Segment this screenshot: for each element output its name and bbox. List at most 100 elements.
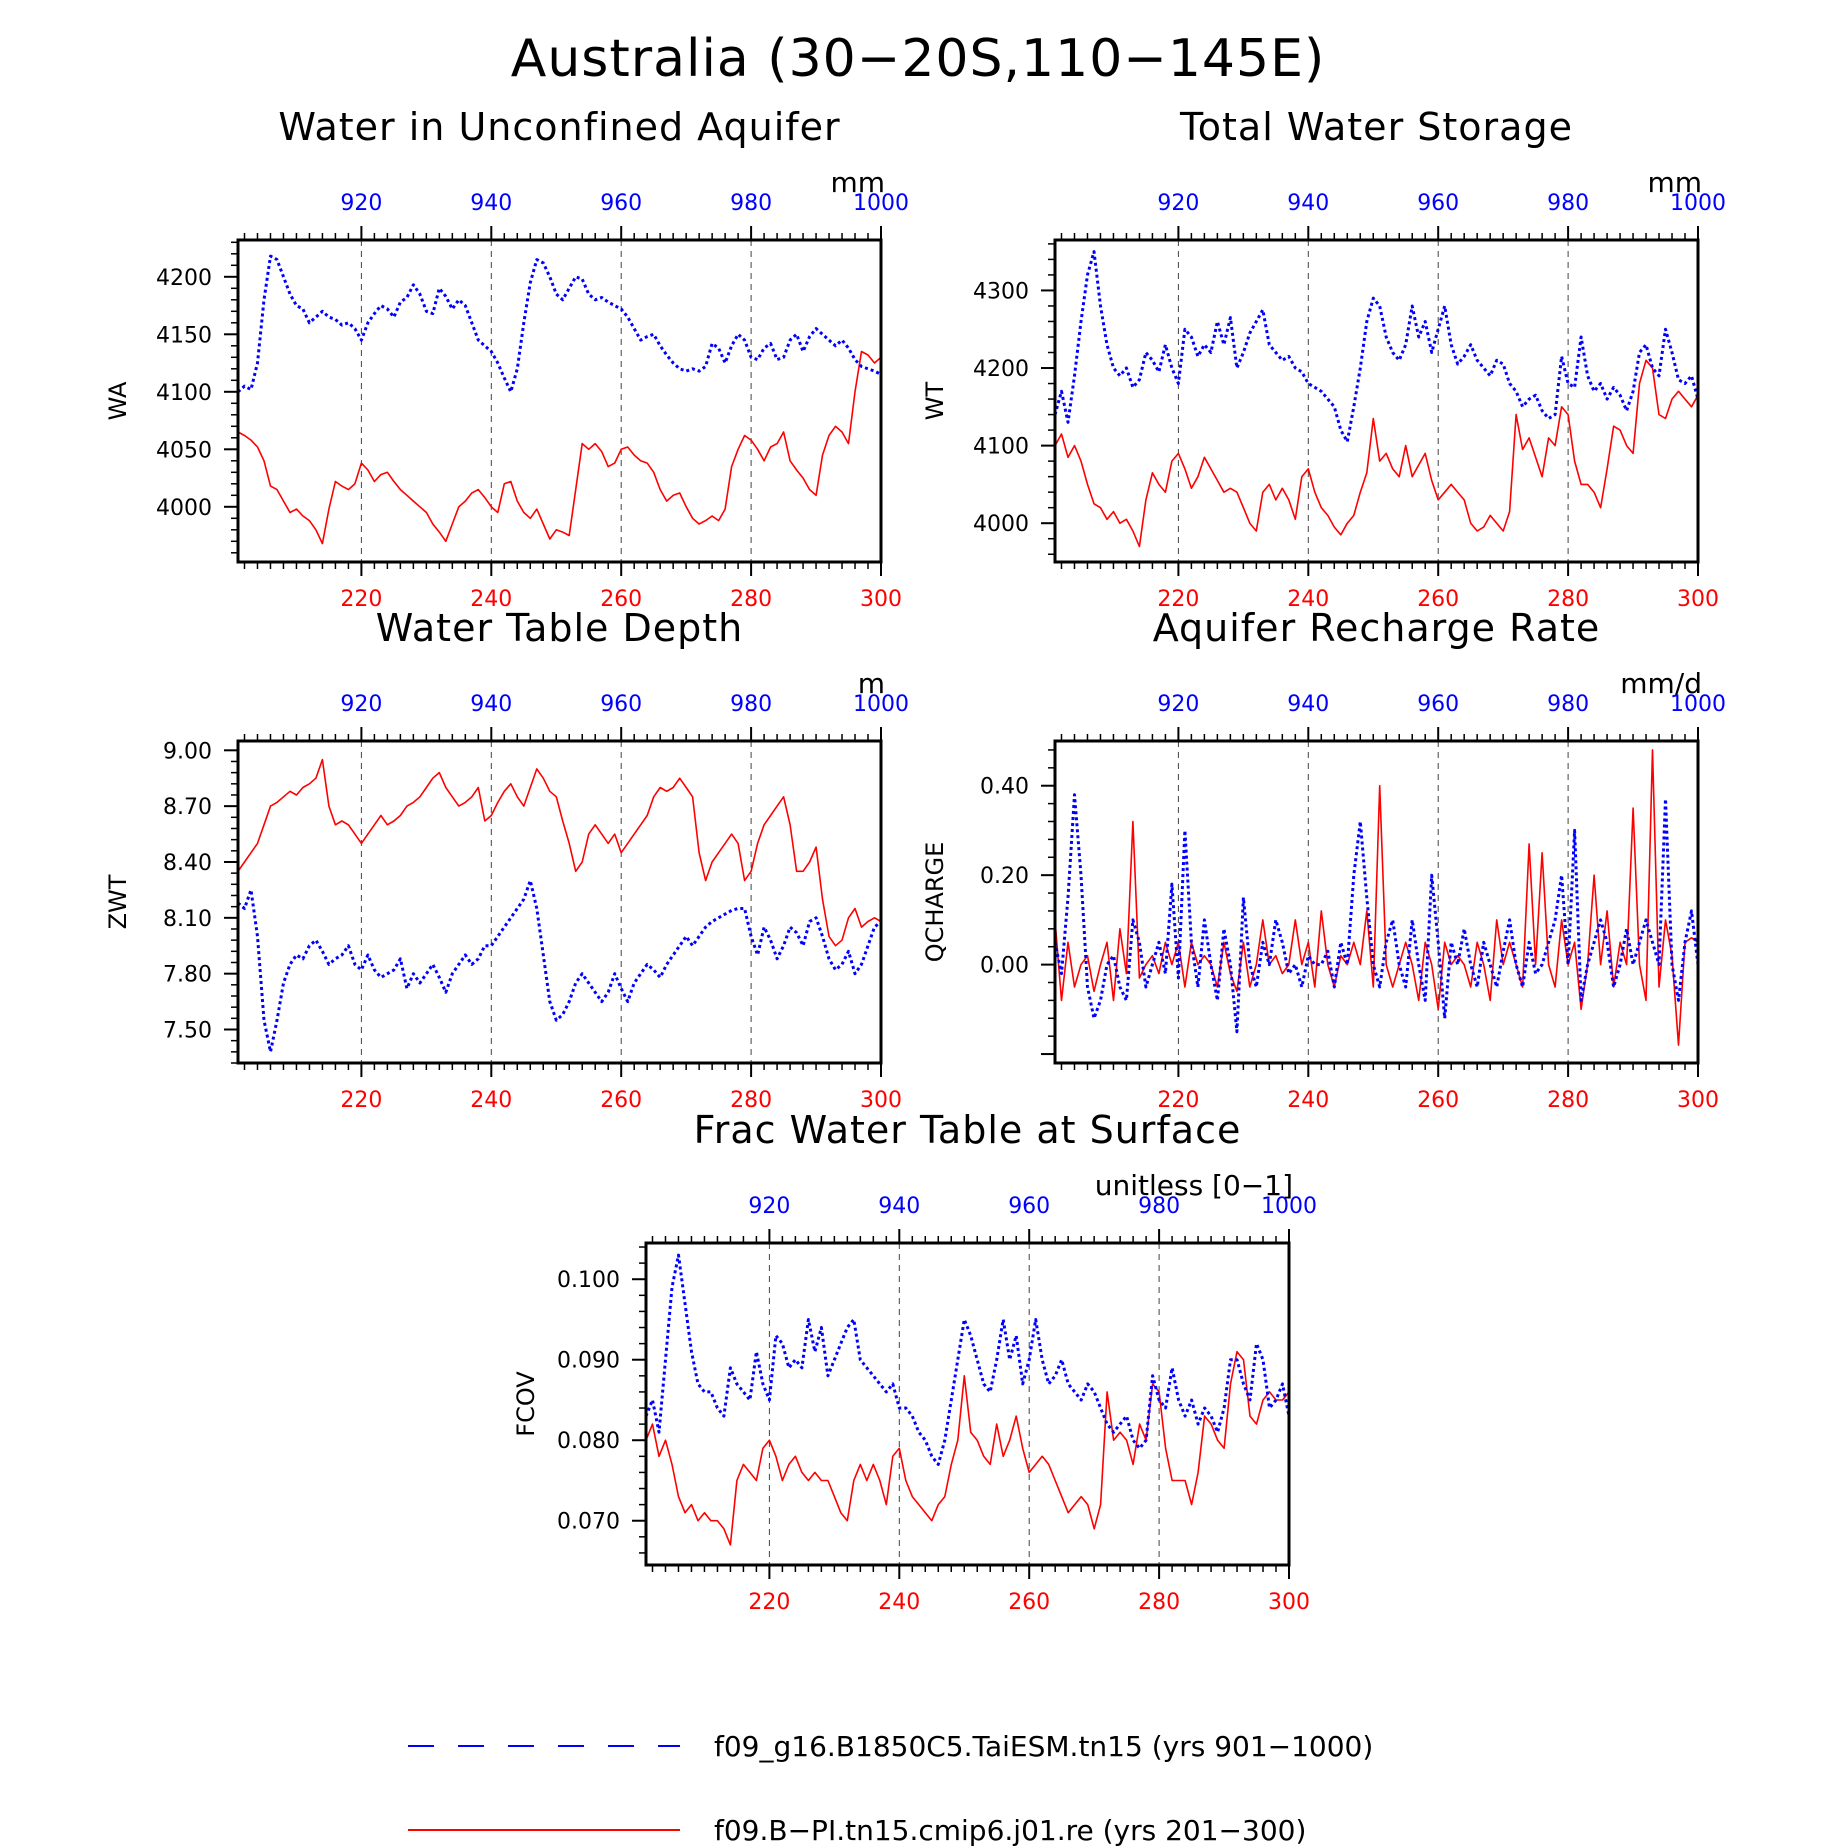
series-line-cmip6	[237, 350, 882, 545]
x-top-tick-label: 980	[730, 191, 772, 216]
x-top-tick-label: 1000	[853, 692, 909, 717]
series-line-taiesm	[237, 879, 882, 1054]
panel-3: Aquifer Recharge Rate mm/d QCHARGE 220 240 26…	[921, 606, 1726, 1113]
x-bottom-tick-label: 240	[1287, 1088, 1329, 1113]
y-tick-label: 4200	[973, 357, 1029, 382]
y-tick-label: 8.70	[163, 795, 212, 820]
x-top-tick-label: 980	[1547, 692, 1589, 717]
x-bottom-tick-label: 220	[748, 1590, 790, 1615]
panel-title: Aquifer Recharge Rate	[1153, 606, 1601, 650]
y-tick-label: 0.00	[980, 954, 1029, 979]
x-bottom-tick-label: 260	[1417, 587, 1459, 612]
x-bottom-tick-label: 280	[1547, 1088, 1589, 1113]
x-bottom-tick-label: 260	[600, 1088, 642, 1113]
y-axis-label: FCOV	[512, 1371, 540, 1437]
series-line-cmip6	[1054, 749, 1699, 1046]
y-tick-label: 4100	[156, 381, 212, 406]
x-bottom-tick-label: 300	[860, 1088, 902, 1113]
y-tick-label: 0.080	[557, 1429, 620, 1454]
x-bottom-tick-label: 280	[730, 587, 772, 612]
legend: f09_g16.B1850C5.TaiESM.tn15 (yrs 901−100…	[408, 1730, 1373, 1847]
x-top-tick-label: 980	[1138, 1194, 1180, 1219]
panel-2: Water Table Depth m ZWT 220 240 260 280 300 920 9…	[104, 606, 909, 1113]
x-bottom-tick-label: 220	[1157, 587, 1199, 612]
units-label: mm	[1647, 166, 1702, 199]
x-top-tick-label: 1000	[1670, 692, 1726, 717]
x-top-tick-label: 940	[1287, 191, 1329, 216]
x-bottom-tick-label: 240	[878, 1590, 920, 1615]
x-top-tick-label: 1000	[853, 191, 909, 216]
series-line-taiesm	[237, 254, 882, 394]
x-bottom-tick-label: 220	[340, 1088, 382, 1113]
y-axis-label: WT	[921, 381, 949, 420]
x-top-tick-label: 920	[1157, 191, 1199, 216]
x-top-tick-label: 960	[1417, 692, 1459, 717]
x-bottom-tick-label: 260	[1417, 1088, 1459, 1113]
legend-label-1: f09.B−PI.tn15.cmip6.j01.re (yrs 201−300)	[714, 1814, 1306, 1847]
panel-title: Water Table Depth	[376, 606, 744, 650]
y-axis-label: ZWT	[104, 874, 132, 929]
panel-title: Frac Water Table at Surface	[694, 1108, 1242, 1152]
panel-1: Total Water Storage mm WT 220 240 260 280 300 92…	[921, 105, 1726, 612]
x-top-tick-label: 920	[1157, 692, 1199, 717]
units-label: mm/d	[1620, 667, 1702, 700]
figure-title: Australia (30−20S,110−145E)	[511, 29, 1326, 89]
y-tick-label: 4000	[973, 512, 1029, 537]
x-top-tick-label: 1000	[1261, 1194, 1317, 1219]
y-axis-label: WA	[104, 381, 132, 420]
x-top-tick-label: 960	[1008, 1194, 1050, 1219]
y-tick-label: 8.40	[163, 851, 212, 876]
y-tick-label: 0.100	[557, 1268, 620, 1293]
series-line-taiesm	[644, 1253, 1291, 1466]
x-top-tick-label: 920	[340, 191, 382, 216]
y-axis-label: QCHARGE	[921, 842, 949, 963]
y-tick-label: 4000	[156, 496, 212, 521]
x-bottom-tick-label: 300	[860, 587, 902, 612]
plot-frame	[1053, 739, 1700, 1065]
y-tick-label: 4200	[156, 266, 212, 291]
y-tick-label: 0.40	[980, 775, 1029, 800]
x-top-tick-label: 980	[1547, 191, 1589, 216]
x-bottom-tick-label: 240	[470, 1088, 512, 1113]
y-tick-label: 0.090	[557, 1349, 620, 1374]
y-tick-label: 7.80	[163, 963, 212, 988]
series-line-cmip6	[645, 1350, 1290, 1546]
x-top-tick-label: 1000	[1670, 191, 1726, 216]
plot-frame	[644, 1241, 1291, 1567]
x-top-tick-label: 940	[470, 191, 512, 216]
units-label: unitless [0−1]	[1095, 1169, 1293, 1202]
legend-label-0: f09_g16.B1850C5.TaiESM.tn15 (yrs 901−100…	[714, 1730, 1373, 1763]
x-top-tick-label: 960	[600, 692, 642, 717]
x-bottom-tick-label: 260	[600, 587, 642, 612]
x-top-tick-label: 920	[340, 692, 382, 717]
x-bottom-tick-label: 240	[1287, 587, 1329, 612]
x-top-tick-label: 960	[600, 191, 642, 216]
x-top-tick-label: 940	[470, 692, 512, 717]
series-line-taiesm	[1053, 250, 1700, 444]
x-bottom-tick-label: 280	[1547, 587, 1589, 612]
y-tick-label: 4300	[973, 279, 1029, 304]
y-tick-label: 9.00	[163, 739, 212, 764]
y-tick-label: 0.070	[557, 1510, 620, 1535]
x-top-tick-label: 940	[1287, 692, 1329, 717]
x-bottom-tick-label: 220	[340, 587, 382, 612]
x-bottom-tick-label: 280	[730, 1088, 772, 1113]
panel-title: Total Water Storage	[1179, 105, 1573, 149]
plot-frame	[1053, 238, 1700, 564]
panel-0: Water in Unconfined Aquifer mm WA 220 240 260…	[104, 105, 909, 612]
y-tick-label: 8.10	[163, 907, 212, 932]
units-label: mm	[830, 166, 885, 199]
x-bottom-tick-label: 280	[1138, 1590, 1180, 1615]
x-top-tick-label: 920	[748, 1194, 790, 1219]
series-line-taiesm	[1053, 793, 1700, 1034]
x-bottom-tick-label: 260	[1008, 1590, 1050, 1615]
x-bottom-tick-label: 220	[1157, 1088, 1199, 1113]
y-tick-label: 4150	[156, 323, 212, 348]
panel-title: Water in Unconfined Aquifer	[278, 105, 840, 149]
x-bottom-tick-label: 300	[1677, 587, 1719, 612]
plot-frame	[236, 739, 883, 1065]
y-tick-label: 4050	[156, 438, 212, 463]
y-tick-label: 0.20	[980, 864, 1029, 889]
y-tick-label: 4100	[973, 435, 1029, 460]
